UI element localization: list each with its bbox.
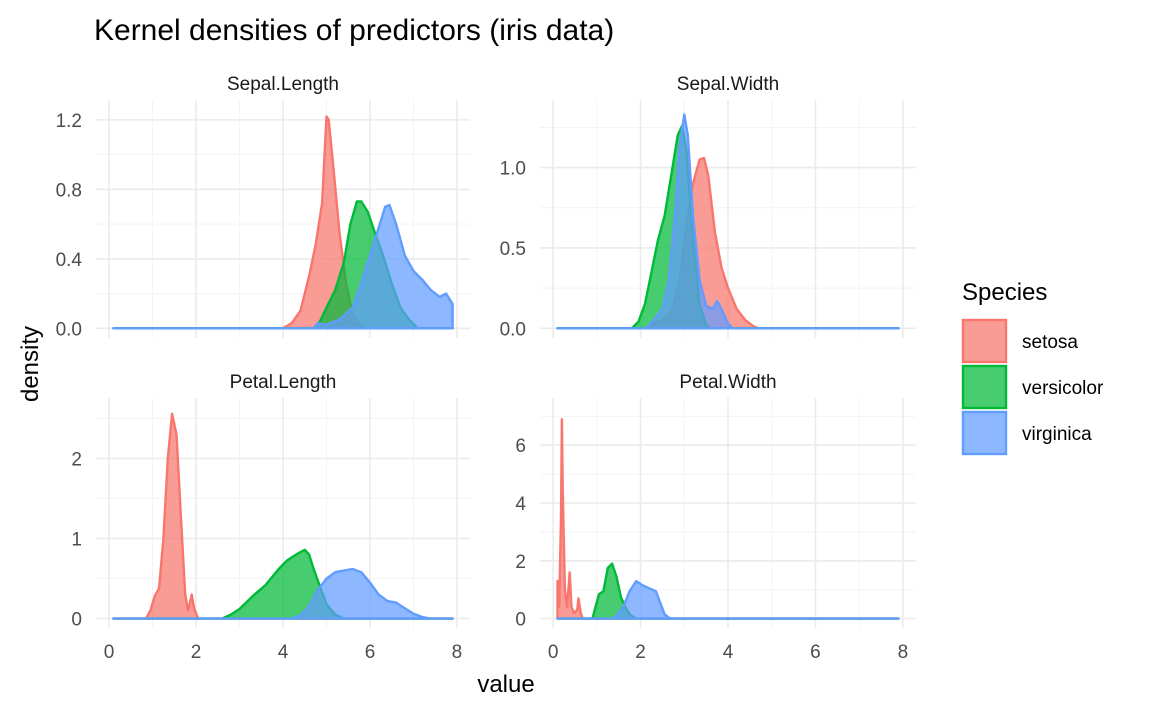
y-tick-label: 0 <box>71 610 82 631</box>
x-tick-label: 0 <box>548 642 559 663</box>
y-tick-label: 2 <box>71 450 82 471</box>
y-tick-label: 0 <box>515 610 526 631</box>
x-tick-label: 4 <box>723 642 734 663</box>
x-tick-label: 6 <box>810 642 821 663</box>
chart-title: Kernel densities of predictors (iris dat… <box>94 14 614 47</box>
y-tick-label: 1 <box>71 530 82 551</box>
legend-label-virginica: virginica <box>1022 424 1092 445</box>
legend-key-versicolor <box>961 364 1008 410</box>
x-tick-label: 0 <box>104 642 115 663</box>
density-area-setosa <box>556 418 900 620</box>
x-tick-label: 2 <box>191 642 202 663</box>
y-tick-label: 0.0 <box>500 319 526 340</box>
legend-key-virginica <box>961 410 1008 456</box>
facet-panel-sepal-length: Sepal.Length 0.0 0.4 0.8 1.2 <box>56 74 470 340</box>
y-tick-label: 1.2 <box>56 111 82 132</box>
x-tick-label: 8 <box>452 642 463 663</box>
facet-strip-label: Petal.Length <box>230 372 337 393</box>
legend-label-versicolor: versicolor <box>1022 378 1104 399</box>
x-tick-label: 4 <box>278 642 289 663</box>
legend: Species setosa versicolor virginica <box>961 279 1104 456</box>
y-tick-label: 6 <box>515 436 526 457</box>
y-tick-label: 0.0 <box>56 319 82 340</box>
y-tick-label: 1.0 <box>500 159 526 180</box>
density-area-virginica <box>112 567 454 620</box>
facet-panel-sepal-width: Sepal.Width 0.0 0.5 1.0 <box>500 74 916 340</box>
facet-panel-petal-length: Petal.Length 0 1 2 0 2 4 6 8 <box>71 372 470 663</box>
facet-panel-petal-width: Petal.Width 0 2 4 6 0 2 4 6 8 <box>515 372 916 663</box>
legend-key-setosa <box>961 318 1008 364</box>
facet-strip-label: Sepal.Length <box>227 74 339 95</box>
y-tick-label: 4 <box>515 494 526 515</box>
y-tick-label: 0.4 <box>56 250 83 271</box>
y-tick-label: 0.8 <box>56 180 82 201</box>
density-area-virginica <box>556 579 900 620</box>
x-tick-label: 6 <box>365 642 376 663</box>
facet-strip-label: Sepal.Width <box>677 74 779 95</box>
x-tick-label: 8 <box>898 642 909 663</box>
density-area-setosa <box>112 412 454 620</box>
y-tick-label: 0.5 <box>500 239 526 260</box>
legend-title: Species <box>962 279 1047 306</box>
x-tick-label: 2 <box>635 642 646 663</box>
legend-label-setosa: setosa <box>1022 332 1078 353</box>
y-tick-label: 2 <box>515 552 526 573</box>
density-area-virginica <box>112 203 454 330</box>
density-area-virginica <box>556 113 900 330</box>
y-axis-title: density <box>17 326 44 402</box>
x-axis-title: value <box>477 671 534 698</box>
facet-strip-label: Petal.Width <box>679 372 776 393</box>
